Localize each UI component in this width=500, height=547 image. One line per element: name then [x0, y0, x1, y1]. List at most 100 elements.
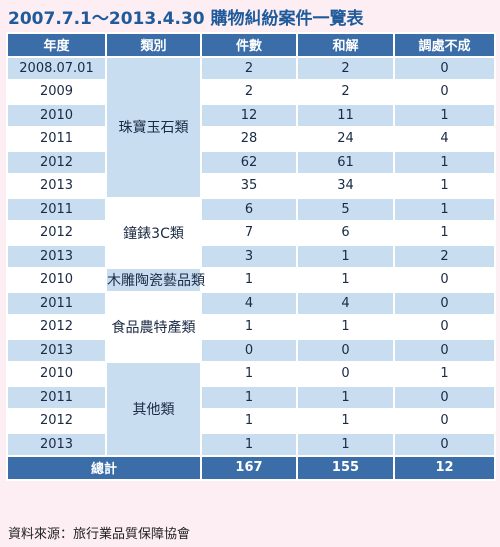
- settled-cell: 0: [296, 337, 395, 363]
- column-header: 年度: [6, 32, 107, 58]
- settled-cell: 61: [296, 149, 395, 175]
- settled-cell: 5: [296, 196, 395, 222]
- category-cell: 鐘錶3C類: [105, 196, 202, 269]
- category-cell: 其他類: [105, 361, 202, 457]
- settled-cell: 1: [296, 408, 395, 434]
- table-row: 2010 12 11 1: [6, 102, 496, 128]
- settled-cell: 0: [296, 361, 395, 387]
- year-cell: 2008.07.01: [6, 55, 107, 81]
- settled-cell: 34: [296, 173, 395, 199]
- total-count: 167: [200, 455, 298, 481]
- unsettled-cell: 0: [393, 431, 496, 457]
- count-cell: 2: [200, 55, 298, 81]
- unsettled-cell: 1: [393, 173, 496, 199]
- count-cell: 62: [200, 149, 298, 175]
- table-row: 2010 木雕陶瓷藝品類 1 1 0: [6, 267, 496, 293]
- unsettled-cell: 1: [393, 196, 496, 222]
- year-cell: 2012: [6, 314, 107, 340]
- total-settled: 155: [296, 455, 395, 481]
- table-row: 2013 0 0 0: [6, 337, 496, 363]
- unsettled-cell: 1: [393, 149, 496, 175]
- header-row: 年度 類別 件數 和解 調處不成: [6, 32, 496, 58]
- count-cell: 35: [200, 173, 298, 199]
- unsettled-cell: 0: [393, 314, 496, 340]
- table-row: 2010 其他類 1 0 1: [6, 361, 496, 457]
- count-cell: 1: [200, 408, 298, 434]
- year-cell: 2012: [6, 220, 107, 246]
- count-cell: 0: [200, 337, 298, 363]
- count-cell: 1: [200, 431, 298, 457]
- source-note: 資料來源：旅行業品質保障協會: [8, 527, 191, 542]
- year-cell: 2013: [6, 431, 107, 457]
- settled-cell: 1: [296, 431, 395, 457]
- unsettled-cell: 1: [393, 102, 496, 128]
- unsettled-cell: 1: [393, 361, 496, 387]
- unsettled-cell: 2: [393, 243, 496, 269]
- unsettled-cell: 0: [393, 408, 496, 434]
- count-cell: 7: [200, 220, 298, 246]
- table-row: 2008.07.01 珠寶玉石類 2 2 0: [6, 55, 496, 199]
- table-row: 2013 1 1 0: [6, 431, 496, 457]
- settled-cell: 1: [296, 384, 395, 410]
- table-row: 2012 7 6 1: [6, 220, 496, 246]
- count-cell: 4: [200, 290, 298, 316]
- table-row: 2012 62 61 1: [6, 149, 496, 175]
- year-cell: 2010: [6, 267, 107, 293]
- year-cell: 2012: [6, 149, 107, 175]
- table-body: 2008.07.01 珠寶玉石類 2 2 0 2009 2 2 0 2010 12 11 1 2011 28…: [6, 55, 496, 481]
- settled-cell: 1: [296, 243, 395, 269]
- count-cell: 1: [200, 361, 298, 387]
- year-cell: 2013: [6, 337, 107, 363]
- unsettled-cell: 0: [393, 55, 496, 81]
- table-row: 2011 28 24 4: [6, 126, 496, 152]
- unsettled-cell: 4: [393, 126, 496, 152]
- settled-cell: 2: [296, 79, 395, 105]
- total-row: 總計 167 155 12: [6, 455, 496, 481]
- settled-cell: 1: [296, 314, 395, 340]
- table-row: 2012 1 1 0: [6, 408, 496, 434]
- count-cell: 2: [200, 79, 298, 105]
- year-cell: 2011: [6, 384, 107, 410]
- total-label: 總計: [6, 455, 202, 481]
- unsettled-cell: 0: [393, 337, 496, 363]
- count-cell: 1: [200, 314, 298, 340]
- column-header: 和解: [296, 32, 395, 58]
- count-cell: 3: [200, 243, 298, 269]
- count-cell: 1: [200, 267, 298, 293]
- count-cell: 1: [200, 384, 298, 410]
- table-row: 2011 食品農特產類 4 4 0: [6, 290, 496, 363]
- category-cell: 珠寶玉石類: [105, 55, 202, 199]
- total-unsettled: 12: [393, 455, 496, 481]
- settled-cell: 24: [296, 126, 395, 152]
- year-cell: 2013: [6, 243, 107, 269]
- year-cell: 2011: [6, 290, 107, 316]
- table-row: 2011 1 1 0: [6, 384, 496, 410]
- table-row: 2013 3 1 2: [6, 243, 496, 269]
- settled-cell: 1: [296, 267, 395, 293]
- count-cell: 12: [200, 102, 298, 128]
- column-header: 類別: [105, 32, 202, 58]
- year-cell: 2010: [6, 361, 107, 387]
- table-row: 2013 35 34 1: [6, 173, 496, 199]
- year-cell: 2013: [6, 173, 107, 199]
- table-row: 2012 1 1 0: [6, 314, 496, 340]
- year-cell: 2009: [6, 79, 107, 105]
- column-header: 件數: [200, 32, 298, 58]
- count-cell: 6: [200, 196, 298, 222]
- count-cell: 28: [200, 126, 298, 152]
- settled-cell: 2: [296, 55, 395, 81]
- title: 2007.7.1～2013.4.30 購物糾紛案件一覽表: [8, 9, 364, 29]
- unsettled-cell: 1: [393, 220, 496, 246]
- settled-cell: 6: [296, 220, 395, 246]
- year-cell: 2011: [6, 126, 107, 152]
- table-row: 2009 2 2 0: [6, 79, 496, 105]
- unsettled-cell: 0: [393, 79, 496, 105]
- year-cell: 2012: [6, 408, 107, 434]
- table-row: 2011 鐘錶3C類 6 5 1: [6, 196, 496, 269]
- unsettled-cell: 0: [393, 267, 496, 293]
- year-cell: 2011: [6, 196, 107, 222]
- category-cell: 木雕陶瓷藝品類: [105, 267, 205, 293]
- unsettled-cell: 0: [393, 384, 496, 410]
- settled-cell: 4: [296, 290, 395, 316]
